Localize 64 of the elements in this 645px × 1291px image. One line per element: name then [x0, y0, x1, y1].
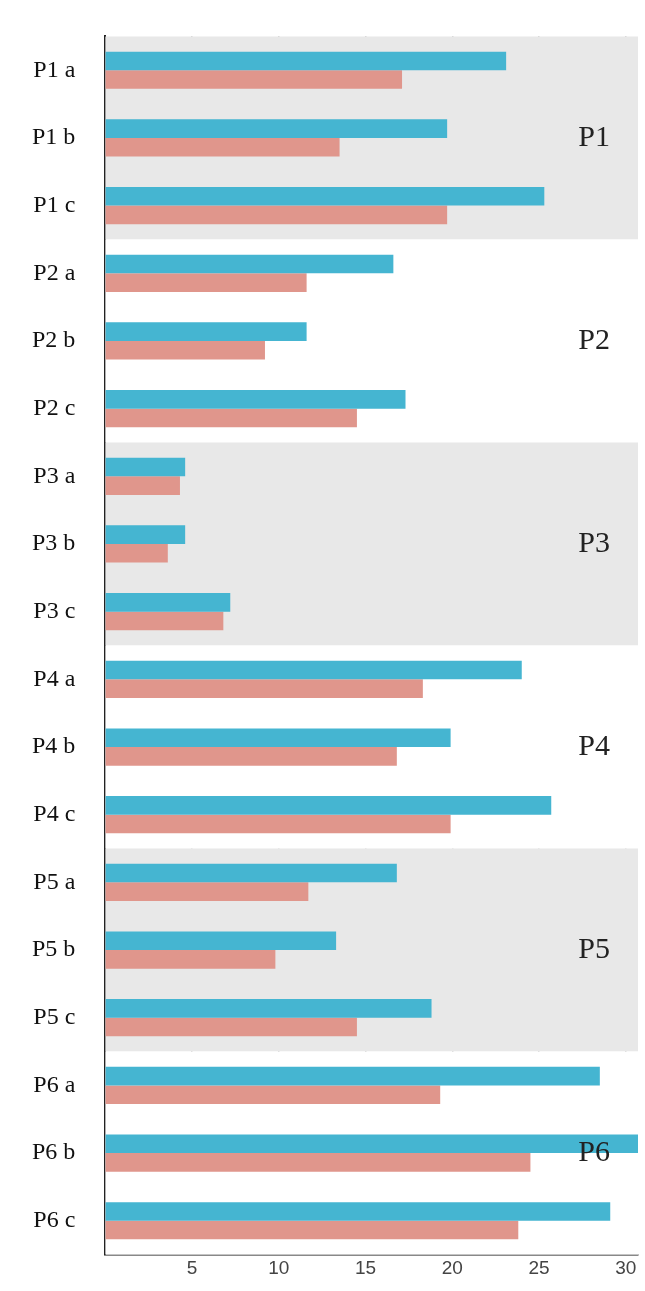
x-tick-label: 5 [186, 1257, 198, 1279]
y-tick-label: P3 a [33, 461, 76, 488]
y-tick-label: P2 a [33, 258, 76, 285]
y-tick-label: P6 b [31, 1138, 76, 1165]
x-tick-label: 25 [528, 1257, 550, 1279]
bar [105, 593, 231, 612]
bar [105, 543, 168, 563]
bar [105, 882, 309, 901]
bar [105, 1017, 357, 1037]
bar [105, 273, 307, 292]
y-tick-label: P1 a [33, 55, 76, 82]
bar [105, 1202, 611, 1221]
bar [105, 931, 337, 951]
y-tick-label: P6 c [33, 1206, 76, 1233]
bar [105, 747, 397, 766]
bar [105, 186, 545, 206]
bar [105, 340, 265, 360]
bar [105, 814, 451, 834]
x-tick-label: 30 [615, 1257, 637, 1279]
y-tick-label: P1 b [31, 123, 76, 150]
y-tick-label: P5 b [31, 935, 76, 962]
bar [105, 863, 397, 883]
bar [105, 254, 394, 274]
bar [105, 679, 423, 698]
y-tick-label: P1 c [33, 190, 76, 217]
bar [105, 1153, 531, 1172]
bar [105, 611, 224, 631]
bar [105, 728, 451, 748]
band-label: P4 [578, 727, 610, 761]
bar [105, 1066, 600, 1086]
y-tick-label: P3 b [31, 529, 76, 556]
bar [105, 476, 180, 495]
band-label: P5 [578, 930, 610, 964]
x-tick-label: 20 [441, 1257, 463, 1279]
bar [105, 70, 403, 89]
bar [105, 457, 186, 477]
bar [105, 525, 186, 544]
bar [105, 1220, 519, 1240]
bar [105, 999, 432, 1018]
x-tick-label: 10 [268, 1257, 290, 1279]
bar [105, 205, 448, 225]
bar [105, 119, 448, 138]
y-tick-label: P4 b [31, 732, 76, 759]
y-tick-label: P6 a [33, 1070, 76, 1097]
y-tick-label: P3 c [33, 596, 76, 623]
y-tick-label: P2 c [33, 393, 76, 420]
band-label: P2 [578, 321, 610, 355]
y-tick-label: P5 a [33, 867, 76, 894]
bar [105, 660, 522, 680]
band-label: P1 [578, 118, 610, 152]
y-tick-label: P2 b [31, 326, 76, 353]
bar [105, 950, 276, 969]
bar [105, 408, 357, 428]
y-tick-label: P5 c [33, 1003, 76, 1030]
band-label: P3 [578, 524, 610, 558]
bar [105, 322, 307, 341]
bar [105, 51, 507, 71]
bar [105, 796, 552, 815]
y-tick-label: P4 c [33, 799, 76, 826]
bar [105, 1085, 441, 1105]
x-tick-label: 15 [355, 1257, 377, 1279]
bar [105, 390, 406, 409]
bar [105, 137, 340, 157]
y-tick-label: P4 a [33, 664, 76, 691]
